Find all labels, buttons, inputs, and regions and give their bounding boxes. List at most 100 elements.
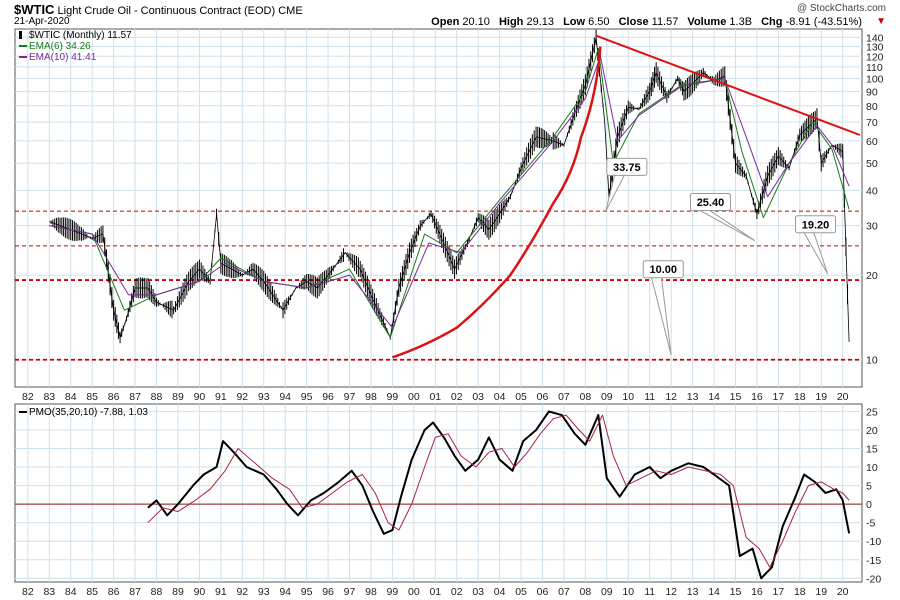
pmo-x-tick-label: 95 [301,586,313,598]
y-tick-label: 110 [866,62,883,74]
y-tick-label: 130 [866,41,884,53]
chg-label: Chg [761,16,783,28]
x-tick-label: 18 [794,391,806,403]
symbol: $WTIC [14,2,55,17]
x-tick-label: 15 [730,391,742,403]
pmo-x-tick-label: 11 [644,586,655,598]
pmo-x-tick-label: 92 [236,586,248,598]
callout-label: 19.20 [802,219,830,231]
pmo-x-tick-label: 02 [451,586,463,598]
y-tick-label: 20 [866,270,878,282]
chart-date: 21-Apr-2020 [14,16,70,27]
pmo-legend-label: PMO(35,20,10) -7.88, 1.03 [29,407,148,418]
pmo-x-tick-label: 10 [622,586,634,598]
x-tick-label: 91 [215,391,227,403]
x-tick-label: 08 [580,391,592,403]
x-tick-label: 17 [773,391,785,403]
price-panel [14,28,863,388]
x-tick-label: 20 [837,391,849,403]
pmo-x-tick-label: 01 [429,586,441,598]
open-label: Open [431,16,460,28]
pmo-signal-line [147,414,850,568]
pmo-x-tick-label: 05 [515,586,527,598]
x-tick-label: 92 [236,391,248,403]
pmo-y-tick-label: 10 [866,462,878,474]
pmo-y-tick-label: 20 [866,425,878,437]
chg-value: -8.91 (-43.51%) [785,16,862,28]
x-tick-label: 82 [22,391,34,403]
callout-pointer [698,209,756,242]
pmo-y-tick-label: -10 [866,536,881,548]
pmo-x-tick-label: 09 [601,586,613,598]
y-tick-label: 100 [866,74,884,86]
x-tick-label: 03 [472,391,484,403]
price-callout: 33.75 [605,157,648,212]
x-tick-label: 04 [494,391,506,403]
pmo-x-tick-label: 15 [730,586,742,598]
pmo-x-tick-label: 18 [794,586,806,598]
volume-value: 1.3B [729,16,753,28]
callout-label: 33.75 [613,162,641,174]
callout-pointer [650,276,672,356]
ema6-line [49,47,850,338]
y-tick-label: 60 [866,136,878,148]
x-tick-label: 87 [129,391,141,403]
pmo-x-tick-label: 12 [665,586,677,598]
pmo-x-tick-label: 06 [537,586,549,598]
x-tick-label: 96 [322,391,334,403]
x-tick-label: 93 [258,391,270,403]
x-tick-label: 09 [601,391,613,403]
legend-swatch [19,31,22,39]
pmo-x-tick-label: 19 [815,586,827,598]
pmo-x-tick-label: 85 [86,586,98,598]
legend-label: $WTIC (Monthly) 11.57 [29,30,132,41]
callout-pointer [605,174,626,212]
y-tick-label: 50 [866,158,878,170]
pmo-line [147,410,851,580]
x-tick-label: 16 [751,391,763,403]
pmo-y-tick-label: 25 [866,406,878,418]
x-tick-label: 14 [708,391,720,403]
pmo-x-tick-label: 16 [751,586,763,598]
high-label: High [498,16,524,28]
pmo-x-tick-label: 20 [837,586,849,598]
chart-title: $WTIC Light Crude Oil - Continuous Contr… [14,2,303,17]
pmo-x-tick-label: 08 [580,586,592,598]
price-line [49,37,850,342]
x-tick-label: 06 [537,391,549,403]
y-tick-label: 90 [866,86,878,98]
x-tick-label: 90 [194,391,206,403]
x-tick-label: 95 [301,391,313,403]
pmo-x-tick-label: 00 [408,586,420,598]
pmo-y-tick-label: -20 [866,573,881,585]
x-tick-label: 89 [172,391,184,403]
close-label: Close [618,16,649,28]
callout-box [689,193,731,212]
y-tick-label: 10 [866,355,878,367]
ohlc-readout: Open 20.10 High 29.13 Low 6.50 Close 11.… [431,16,862,28]
pmo-x-tick-label: 90 [194,586,206,598]
x-tick-label: 11 [644,391,655,403]
x-tick-label: 99 [387,391,399,403]
descending-trendline [595,34,861,136]
x-tick-label: 83 [43,391,55,403]
pmo-x-tick-label: 83 [43,586,55,598]
low-label: Low [563,16,586,28]
y-tick-label: 70 [866,117,878,129]
dropdown-arrow-icon[interactable]: ▼ [876,16,886,27]
ema10-line [49,55,850,329]
callout-box [795,215,837,234]
x-tick-label: 84 [65,391,77,403]
y-tick-label: 80 [866,101,878,113]
open-value: 20.10 [462,16,490,28]
pmo-x-tick-label: 99 [387,586,399,598]
x-tick-label: 12 [665,391,677,403]
x-tick-label: 19 [815,391,827,403]
price-callout: 25.40 [689,193,756,242]
x-tick-label: 07 [558,391,570,403]
y-tick-label: 140 [866,32,884,44]
low-value: 6.50 [588,16,610,28]
instrument-name: Light Crude Oil - Continuous Contract (E… [57,5,276,17]
callout-box [642,260,684,279]
high-value: 29.13 [526,16,554,28]
